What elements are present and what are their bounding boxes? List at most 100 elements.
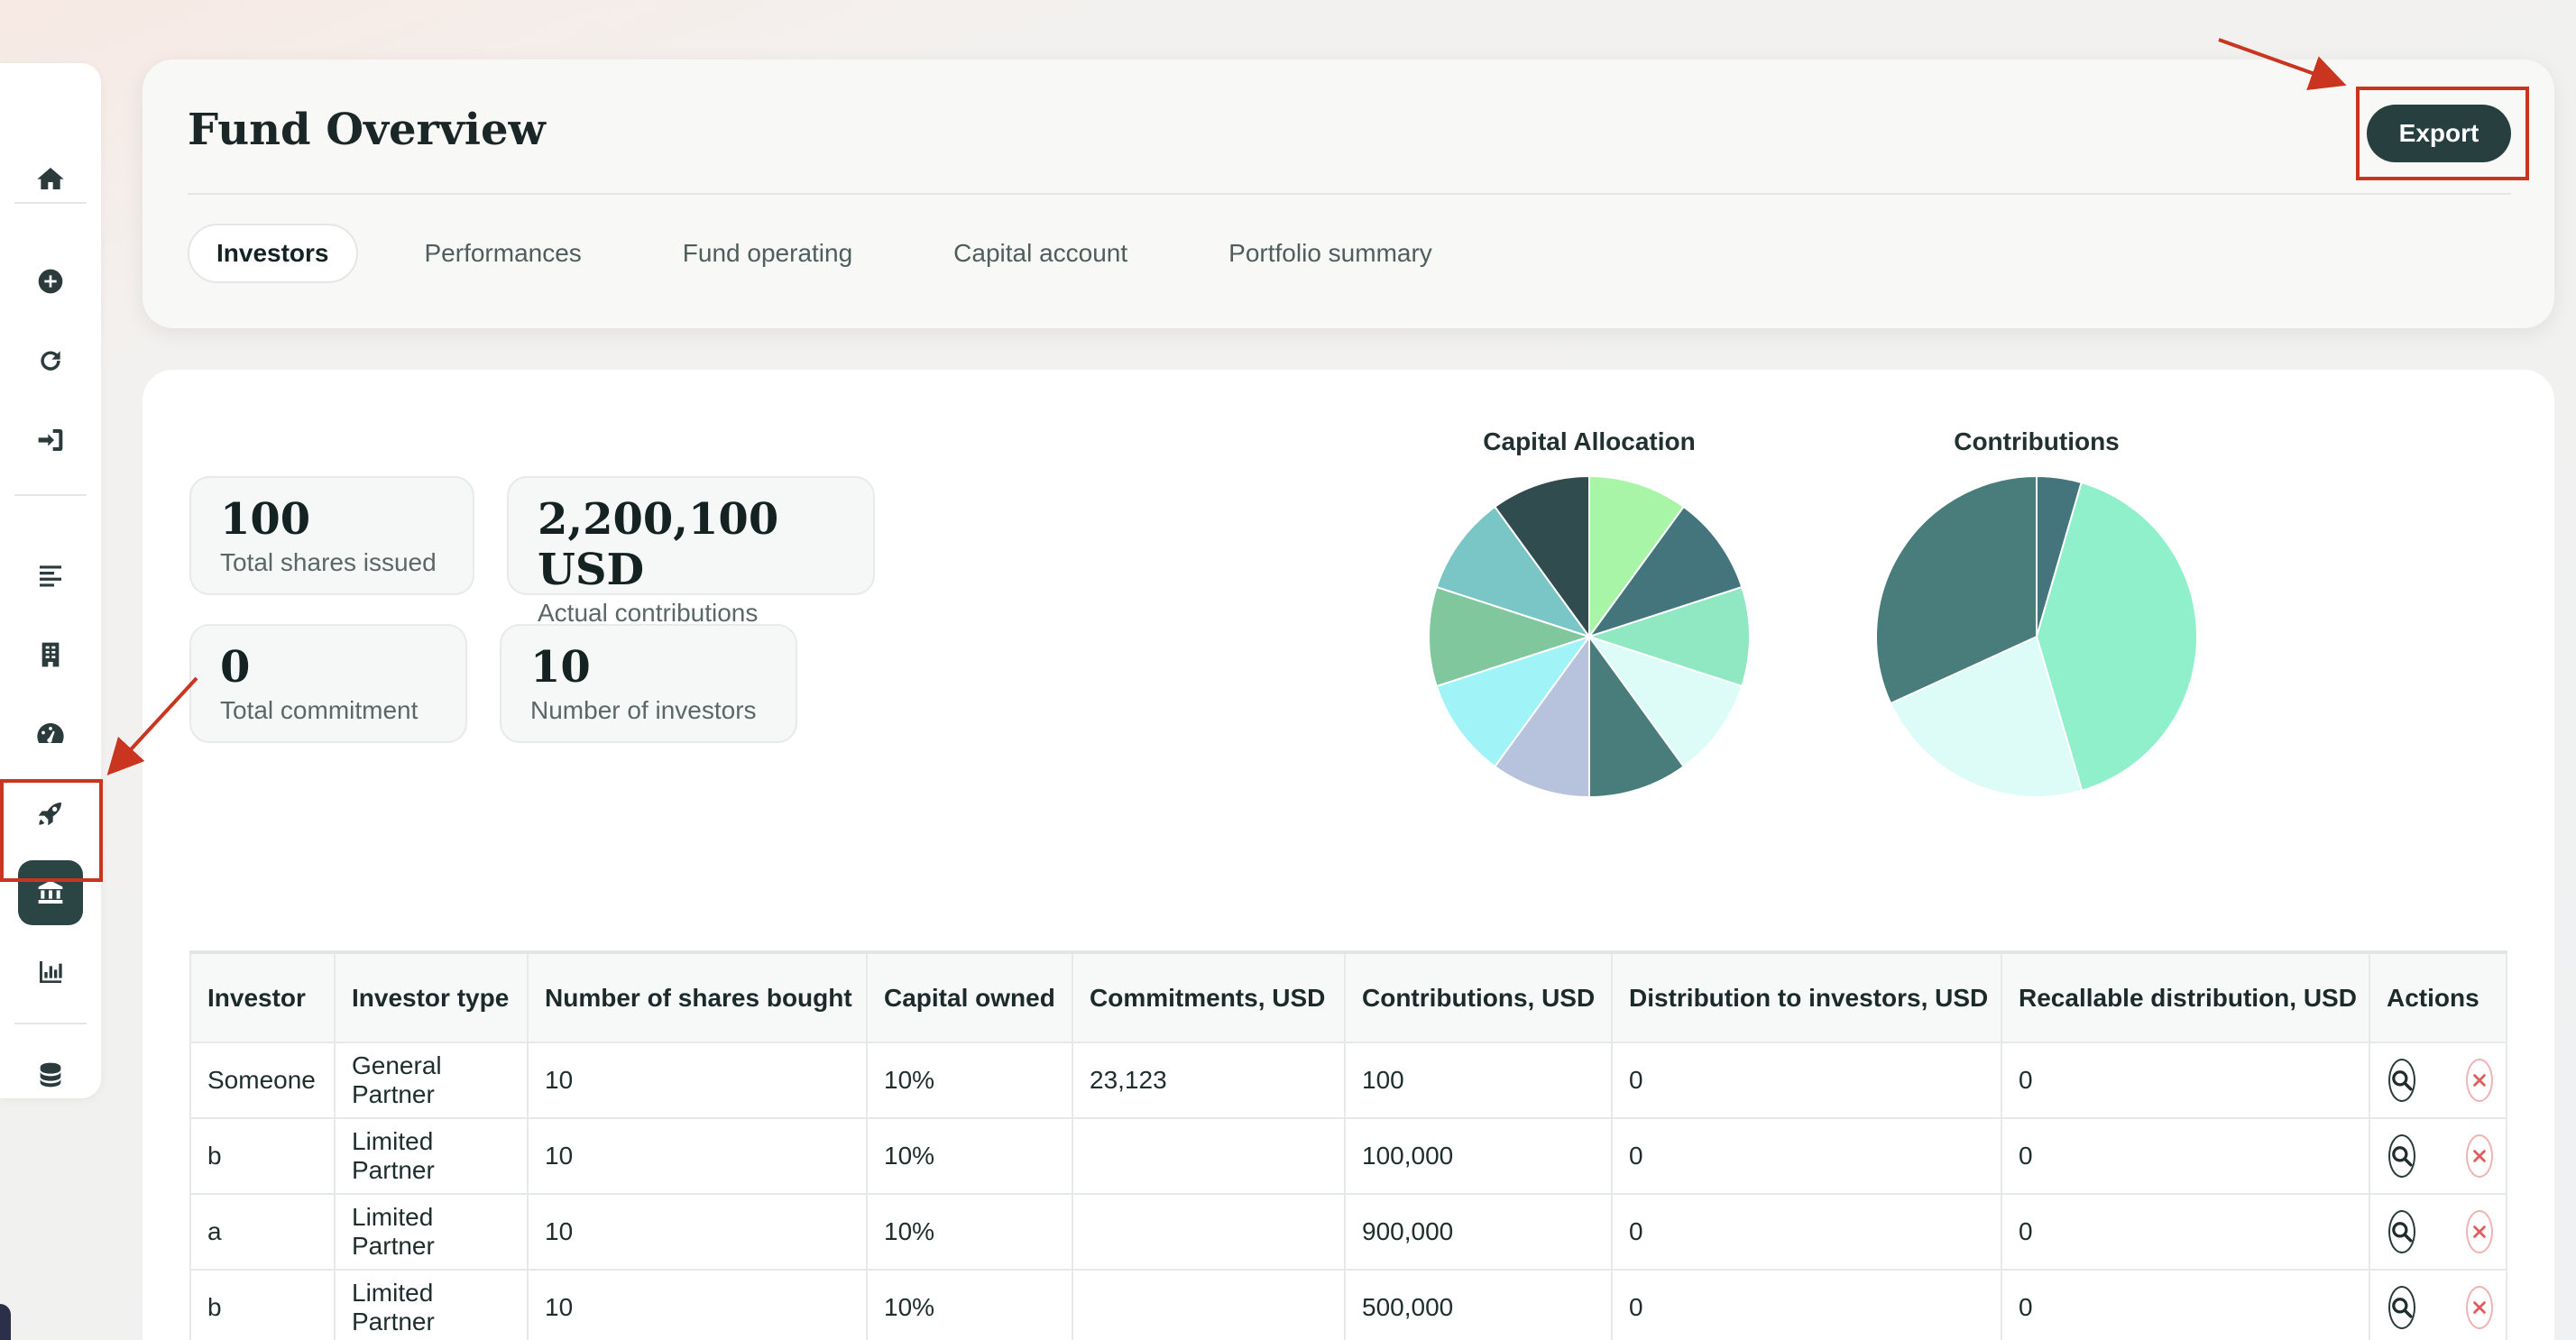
sidebar-item-dashboard[interactable]: [18, 702, 83, 766]
sidebar-item-database[interactable]: [18, 1042, 83, 1107]
row-actions: [2387, 1286, 2493, 1329]
bar-chart-icon: [40, 961, 62, 983]
col-investor-type[interactable]: Investor type: [334, 950, 529, 1043]
pie-slice: [2035, 481, 2198, 793]
refresh-icon: [41, 351, 60, 371]
delete-investor-button[interactable]: [2466, 1210, 2493, 1253]
col-recallable[interactable]: Recallable distribution, USD: [2001, 950, 2370, 1043]
tab-investors[interactable]: Investors: [188, 224, 358, 283]
sidebar-item-list[interactable]: [18, 543, 83, 608]
cell-investor-type: General Partner: [334, 1042, 529, 1119]
col-commitments[interactable]: Commitments, USD: [1072, 950, 1346, 1043]
tab-capital-account[interactable]: Capital account: [953, 239, 1128, 267]
cell-shares: 10: [527, 1042, 868, 1119]
cell-investor-type: Limited Partner: [334, 1269, 529, 1340]
cell-investor: Someone: [189, 1042, 336, 1119]
tab-performances[interactable]: Performances: [424, 239, 582, 267]
pie-slice: [1889, 635, 2084, 798]
stat-value: 0: [220, 642, 251, 693]
sidebar-item-fund[interactable]: [18, 860, 83, 925]
cell-commitments: [1072, 1193, 1346, 1271]
col-actions: Actions: [2369, 950, 2507, 1043]
stat-number-of-investors: 10 Number of investors: [500, 624, 797, 743]
view-investor-button[interactable]: [2388, 1286, 2415, 1329]
corner-accent: [0, 1304, 11, 1340]
search-icon: [2392, 1298, 2413, 1318]
cell-shares: 10: [527, 1117, 868, 1195]
cell-commitments: [1072, 1269, 1346, 1340]
close-icon: [2473, 1150, 2486, 1162]
export-button[interactable]: Export: [2367, 105, 2511, 162]
delete-investor-button[interactable]: [2466, 1286, 2493, 1329]
cell-recallable: 0: [2001, 1042, 2370, 1119]
tab-portfolio-summary[interactable]: Portfolio summary: [1228, 239, 1432, 267]
view-investor-button[interactable]: [2388, 1210, 2415, 1253]
row-actions: [2387, 1210, 2493, 1253]
sidebar-item-add[interactable]: [18, 249, 83, 314]
pie-slice: [1588, 474, 1686, 640]
rocket-icon: [38, 803, 61, 826]
search-icon: [2392, 1146, 2413, 1167]
contributions-pie: [1875, 474, 2198, 798]
pie-slice: [1586, 585, 1751, 688]
sidebar-item-refresh[interactable]: [18, 328, 83, 393]
stat-label: Total shares issued: [220, 548, 437, 576]
stat-label: Number of investors: [530, 696, 757, 724]
sidebar-item-reports[interactable]: [18, 940, 83, 1005]
pie-slice: [1588, 633, 1686, 799]
sidebar: [0, 63, 101, 1098]
stat-total-commitment: 0 Total commitment: [189, 624, 467, 743]
view-investor-button[interactable]: [2388, 1059, 2415, 1102]
pie-slice: [1493, 633, 1590, 799]
cell-actions: [2369, 1193, 2507, 1271]
align-left-icon: [40, 565, 61, 587]
cell-contributions: 900,000: [1344, 1193, 1613, 1271]
cell-shares: 10: [527, 1269, 868, 1340]
cell-distribution: 0: [1611, 1042, 2002, 1119]
cell-recallable: 0: [2001, 1269, 2370, 1340]
row-actions: [2387, 1134, 2493, 1178]
building-icon: [41, 642, 60, 667]
col-capital-owned[interactable]: Capital owned: [866, 950, 1073, 1043]
delete-investor-button[interactable]: [2466, 1134, 2493, 1178]
cell-capital-owned: 10%: [866, 1117, 1073, 1195]
pie-slice: [1587, 635, 1743, 768]
stat-label: Total commitment: [220, 696, 419, 724]
sidebar-item-sign-in[interactable]: [18, 408, 83, 473]
contributions-title: Contributions: [1954, 427, 2120, 455]
stat-total-shares: 100 Total shares issued: [189, 476, 474, 595]
cell-capital-owned: 10%: [866, 1193, 1073, 1271]
table-row: b Limited Partner 10 10% 500,000 0 0: [189, 1269, 2507, 1340]
export-highlight-box: [2356, 87, 2529, 180]
pie-slice: [1587, 505, 1743, 638]
cell-recallable: 0: [2001, 1193, 2370, 1271]
fund-overview-header: Fund Overview Export Investors Performan…: [143, 60, 2554, 328]
gauge-icon: [37, 723, 64, 743]
cell-contributions: 500,000: [1344, 1269, 1613, 1340]
col-shares[interactable]: Number of shares bought: [527, 950, 868, 1043]
sidebar-divider: [14, 202, 87, 204]
cell-actions: [2369, 1117, 2507, 1195]
sidebar-item-home[interactable]: [18, 146, 83, 211]
delete-investor-button[interactable]: [2466, 1059, 2493, 1102]
tab-fund-operating[interactable]: Fund operating: [682, 239, 853, 267]
view-investor-button[interactable]: [2388, 1134, 2415, 1178]
investors-table: Investor Investor type Number of shares …: [189, 950, 2507, 1340]
col-investor[interactable]: Investor: [189, 950, 336, 1043]
col-contributions[interactable]: Contributions, USD: [1344, 950, 1613, 1043]
table-header-row: Investor Investor type Number of shares …: [189, 950, 2507, 1043]
sidebar-item-launch[interactable]: [18, 781, 83, 846]
stat-value: 10: [530, 642, 591, 693]
capital-allocation-pie: [1428, 474, 1751, 799]
table-row: a Limited Partner 10 10% 900,000 0 0: [189, 1193, 2507, 1271]
cell-distribution: 0: [1611, 1117, 2002, 1195]
pie-slice: [1875, 474, 2038, 705]
bank-icon: [38, 880, 63, 904]
header-divider: [188, 193, 2511, 195]
stat-label: Actual contributions: [538, 599, 759, 627]
plus-circle-icon: [38, 269, 63, 294]
cell-commitments: 23,123: [1072, 1042, 1346, 1119]
col-distribution[interactable]: Distribution to investors, USD: [1611, 950, 2002, 1043]
close-icon: [2473, 1301, 2486, 1314]
sidebar-item-building[interactable]: [18, 622, 83, 687]
